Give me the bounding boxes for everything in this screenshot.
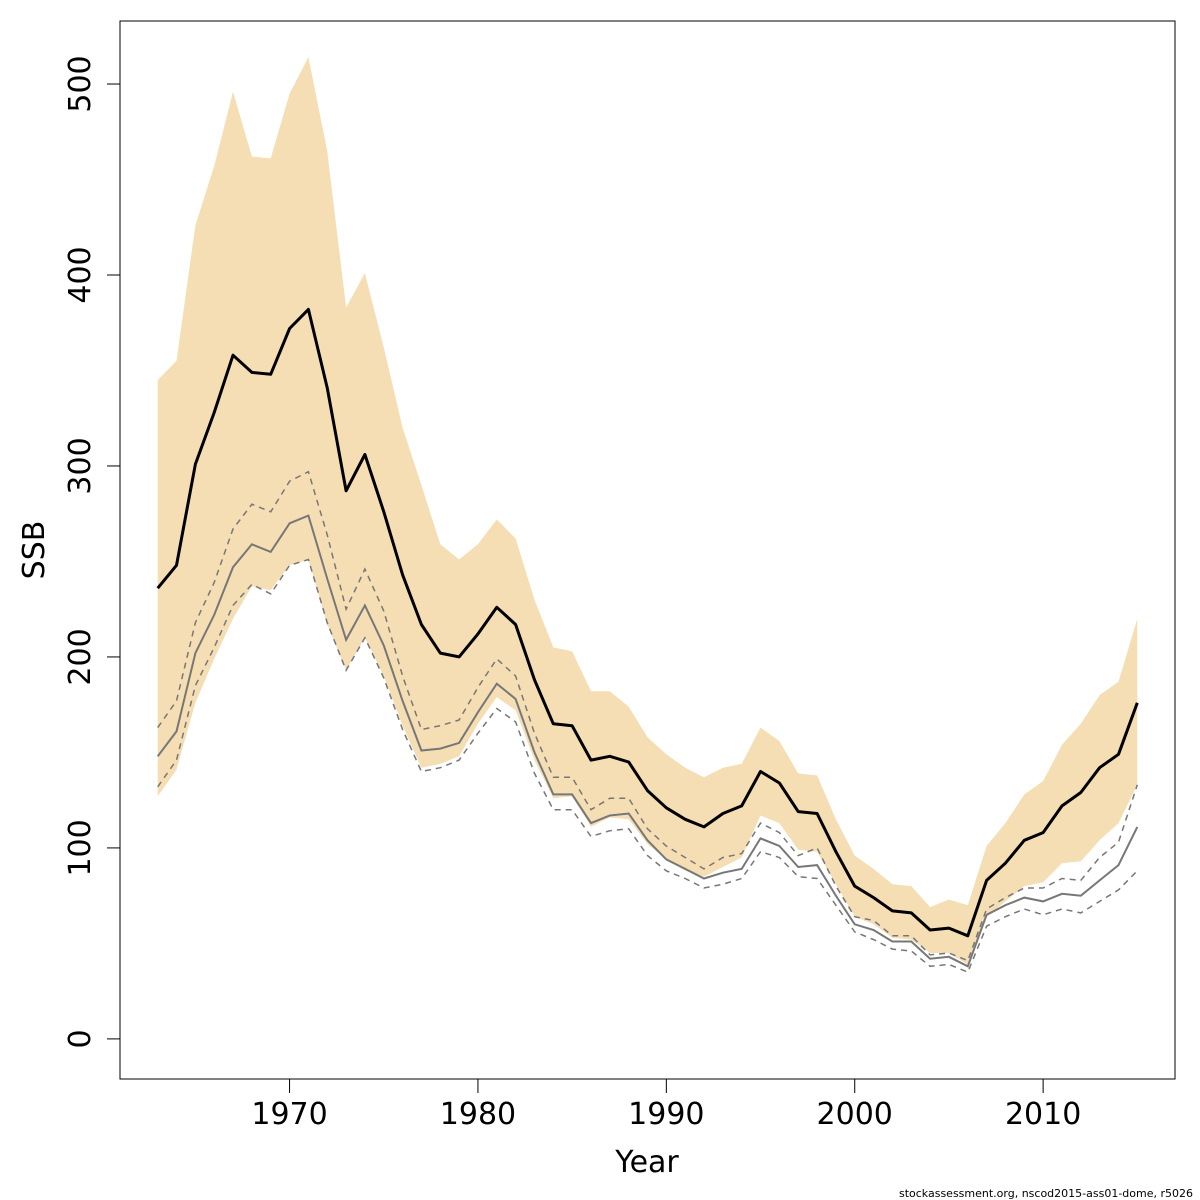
x-axis-title: Year (614, 1145, 679, 1180)
y-tick-label: 200 (63, 628, 98, 685)
confidence-band (157, 57, 1138, 965)
x-tick-label: 1970 (251, 1097, 327, 1132)
y-tick-label: 0 (63, 1029, 98, 1048)
y-tick-label: 500 (63, 55, 98, 112)
x-tick-label: 1990 (628, 1097, 704, 1132)
ssb-estimate-line (156, 307, 1139, 938)
footnote: stockassessment.org, nscod2015-ass01-dom… (899, 1187, 1193, 1200)
x-tick-label: 2000 (817, 1097, 893, 1132)
y-axis-title: SSB (17, 521, 52, 580)
comparison-upper-line (157, 470, 1139, 962)
confidence-band-layer (157, 57, 1138, 965)
y-axis: 0 100 200 300 400 500 (63, 55, 121, 1048)
comparison-line (156, 514, 1139, 968)
y-tick-label: 100 (63, 819, 98, 876)
x-tick-label: 1980 (440, 1097, 516, 1132)
series-lines-layer (156, 307, 1139, 974)
y-tick-label: 400 (63, 246, 98, 303)
x-axis: 1970 1980 1990 2000 2010 (251, 1078, 1081, 1132)
x-tick-label: 2010 (1005, 1097, 1081, 1132)
comparison-lower-line (157, 558, 1138, 974)
y-tick-label: 300 (63, 437, 98, 494)
